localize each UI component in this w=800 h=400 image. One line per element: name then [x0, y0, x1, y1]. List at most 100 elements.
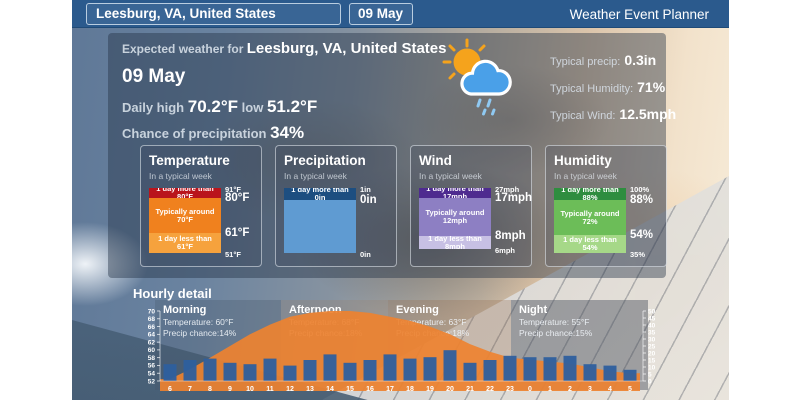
typical-stat-row: Typical precip: 0.3in [550, 52, 676, 68]
precip-bar [423, 357, 437, 381]
hour-label: 9 [228, 386, 232, 393]
hour-label: 21 [466, 386, 474, 393]
card-subtitle: In a typical week [419, 171, 482, 181]
hour-label: 2 [568, 386, 572, 393]
right-axis-label: 0 [648, 378, 652, 385]
card-temperature: Temperature In a typical week 1 day more t… [140, 145, 262, 267]
card-wind: Wind In a typical week 1 day more than 17m… [410, 145, 532, 267]
hour-label: 22 [486, 386, 494, 393]
precip-bar [363, 360, 377, 381]
card-tick-label: 17mph [495, 192, 533, 204]
left-axis-label: 66 [148, 324, 156, 331]
precip-bar [203, 358, 217, 381]
hourly-detail-title: Hourly detail [133, 286, 212, 301]
left-axis-label: 54 [148, 371, 156, 378]
card-subtitle: In a typical week [284, 171, 347, 181]
period-temperature: Temperature: 55°F [519, 317, 590, 327]
typical-stat-value: 71% [637, 79, 666, 95]
right-axis-label: 35 [648, 329, 656, 336]
app-title: Weather Event Planner [569, 6, 709, 22]
hourly-chart: 52 54 56 58 60 62 64 66 68 70 0 5 10 15 20 25 30 35 40 45 50… [135, 303, 665, 398]
card-tick-column: 100% 88% 54% 35% [630, 185, 664, 259]
precip-bar [463, 362, 477, 381]
precip-bar [503, 355, 517, 381]
hour-label: 11 [266, 386, 274, 393]
hour-label: 15 [346, 386, 354, 393]
right-axis-label: 20 [648, 350, 656, 357]
period-name: Evening [396, 304, 439, 316]
card-tick-label: 27mph [495, 185, 520, 194]
hour-label: 12 [286, 386, 294, 393]
card-tick-label: 6mph [495, 246, 516, 255]
weekly-stat-cards: Temperature In a typical week 1 day more t… [140, 145, 670, 267]
card-tick-label: 88% [630, 194, 654, 206]
period-name: Morning [163, 304, 207, 316]
daily-low-value: 51.2°F [266, 97, 318, 116]
daily-high-value: 70.2°F [187, 97, 239, 116]
card-subtitle: In a typical week [554, 171, 617, 181]
card-bar-stack: 1 day more than 17mph Typically around 12… [419, 188, 491, 249]
precip-bar [243, 364, 257, 381]
card-tick-label: 1in [360, 185, 371, 194]
typical-stat-row: Typical Wind: 12.5mph [550, 106, 676, 122]
card-subtitle: In a typical week [149, 171, 212, 181]
hour-label: 5 [628, 386, 632, 393]
typical-stat-label: Typical Wind: [550, 110, 616, 122]
right-axis-label: 50 [648, 308, 656, 315]
card-tick-label: 54% [630, 229, 654, 241]
precip-bar [483, 360, 497, 381]
card-title: Temperature [149, 153, 230, 168]
hour-label: 13 [306, 386, 314, 393]
card-bar-stack: 1 day more than 80°F Typically around 70°… [149, 188, 221, 253]
typical-stat-value: 12.5mph [619, 106, 677, 122]
card-humidity: Humidity In a typical week 1 day more than… [545, 145, 667, 267]
precip-bar [323, 354, 337, 381]
card-tick-label: 0in [360, 250, 371, 259]
header-date: 09 May [122, 66, 186, 87]
card-tick-label: 100% [630, 185, 650, 194]
hourly-chart-svg: 5254565860626466687005101520253035404550… [148, 308, 656, 393]
summary-header: Expected weather for Leesburg, VA, Unite… [122, 40, 446, 143]
hour-label: 23 [506, 386, 514, 393]
card-tick-column: 1in 0in 0in [360, 185, 394, 259]
period-name: Night [519, 304, 548, 316]
hour-label: 1 [548, 386, 552, 393]
card-bar-segment: Typically around 72% [554, 200, 626, 235]
typical-stat-value: 0.3in [624, 52, 657, 68]
hour-label: 6 [168, 386, 172, 393]
hour-label: 4 [608, 386, 612, 393]
card-tick-label: 35% [630, 250, 646, 259]
hour-label: 20 [446, 386, 454, 393]
card-bar-segment: 1 day more than 17mph [419, 188, 491, 198]
hour-label: 0 [528, 386, 532, 393]
date-input[interactable]: 09 May [349, 2, 413, 25]
left-axis-label: 58 [148, 355, 156, 362]
precip-bar [523, 357, 537, 381]
precip-chance-value: 34% [270, 123, 305, 142]
precip-bar [583, 364, 597, 381]
hour-label: 18 [406, 386, 414, 393]
location-input[interactable]: Leesburg, VA, United States [86, 2, 341, 25]
precip-bar [603, 365, 617, 381]
card-bar-segment: 1 day less than 61°F [149, 233, 221, 253]
hour-label: 3 [588, 386, 592, 393]
precip-bar [183, 360, 197, 381]
card-bar-segment: 1 day more than 80°F [149, 188, 221, 198]
right-axis-label: 5 [648, 371, 652, 378]
period-temperature: Temperature: 60°F [163, 317, 234, 327]
precip-bar [223, 362, 237, 381]
right-axis-label: 45 [648, 315, 656, 322]
card-bar-segment: 1 day more than 0in [284, 188, 356, 200]
card-bar-stack: 1 day more than 88% Typically around 72% 1… [554, 188, 626, 253]
hour-label: 7 [188, 386, 192, 393]
rain-drops [476, 98, 496, 116]
typical-stat-label: Typical precip: [550, 56, 621, 68]
card-bar-segment [284, 200, 356, 253]
left-axis-label: 68 [148, 316, 156, 323]
card-bar-stack: 1 day more than 0in [284, 188, 356, 253]
precip-chance-line: Chance of precipitation 34% [122, 123, 446, 143]
card-tick-label: 91°F [225, 185, 241, 194]
daily-high-label: Daily high [122, 100, 185, 115]
card-tick-label: 80°F [225, 192, 250, 204]
